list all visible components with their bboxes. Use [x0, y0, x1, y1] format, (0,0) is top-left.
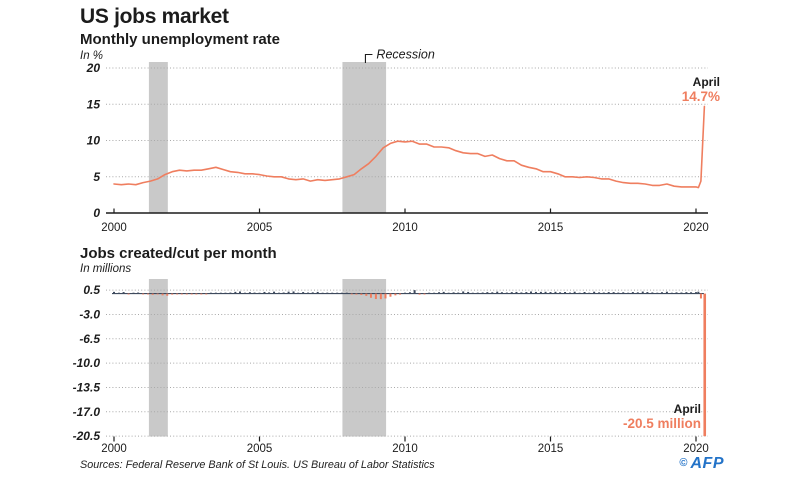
y-tick-label: -17.0: [73, 405, 101, 419]
y-tick-label: -6.5: [79, 332, 100, 346]
y-tick-label: -13.5: [73, 380, 101, 394]
y-tick-label: -10.0: [73, 356, 101, 370]
x-tick-label: 2010: [392, 222, 418, 234]
y-tick-label: 5: [93, 170, 100, 184]
y-tick-label: -20.5: [73, 429, 101, 443]
y-tick-label: 0.5: [83, 283, 100, 297]
recession-bands: [148, 279, 387, 437]
x-tick-label: 2015: [538, 443, 564, 455]
y-tick-label: 20: [86, 61, 101, 75]
x-tick-label: 2005: [247, 222, 273, 234]
jobs-bars: [113, 290, 707, 437]
x-tick-label: 2015: [538, 222, 564, 234]
jobs-chart-unit: In millions: [80, 263, 132, 275]
y-tick-label: -3.0: [79, 307, 100, 321]
annotation-value-label: -20.5 million: [622, 416, 701, 432]
x-tick-label: 2000: [101, 222, 127, 234]
recession-callout-line: [364, 53, 373, 63]
annotation-month-label: April: [692, 75, 720, 89]
x-tick-label: 2000: [101, 443, 127, 455]
y-tick-label: 10: [87, 134, 101, 148]
x-tick-label: 2010: [392, 443, 418, 455]
copyright-icon: ©: [679, 457, 688, 469]
recession-bands: [148, 62, 387, 213]
unemployment-chart-title: Monthly unemployment rate: [80, 31, 281, 48]
afp-logo: © AFP: [679, 455, 724, 473]
unemployment-line: [113, 105, 706, 189]
annotation-value-label: 14.7%: [681, 89, 720, 105]
x-tick-label: 2020: [683, 443, 709, 455]
jobs-annotation: April -20.5 million: [623, 402, 701, 432]
recession-label: Recession: [376, 48, 434, 62]
gridlines: [106, 289, 708, 437]
unemployment-chart-unit: In %: [80, 50, 104, 62]
jobs-chart-title: Jobs created/cut per month: [80, 245, 277, 262]
y-tick-label: 0: [93, 206, 100, 220]
gridlines: [106, 67, 708, 178]
x-tick-label: 2005: [247, 443, 273, 455]
annotation-month-label: April: [673, 402, 701, 416]
y-tick-label: 15: [87, 97, 101, 111]
page-title: US jobs market: [80, 5, 229, 28]
sources-line: Sources: Federal Reserve Bank of St Loui…: [80, 459, 435, 471]
unemployment-annotation: April 14.7%: [682, 75, 720, 105]
afp-wordmark: AFP: [690, 455, 724, 472]
x-tick-label: 2020: [683, 222, 709, 234]
